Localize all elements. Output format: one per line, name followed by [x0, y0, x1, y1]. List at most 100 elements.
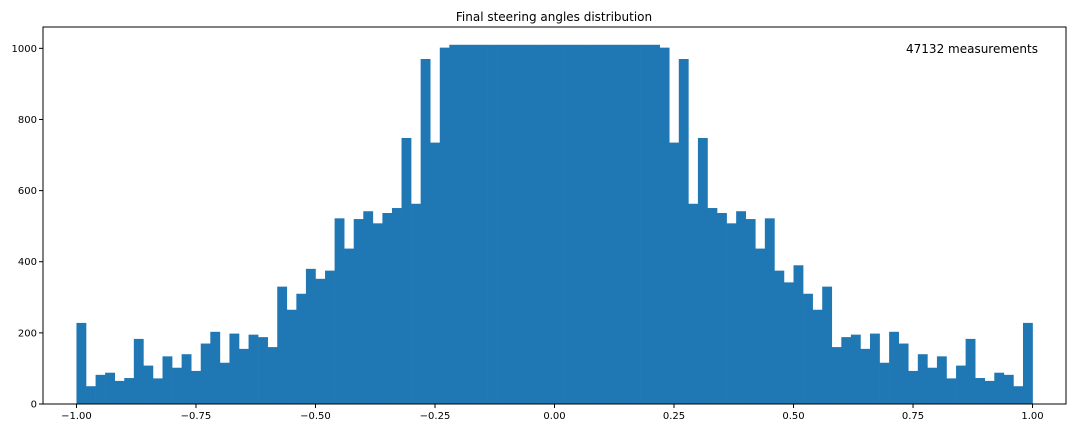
histogram-bar [984, 380, 995, 404]
histogram-bar [841, 337, 852, 404]
histogram-bar [487, 44, 498, 404]
histogram-bar [439, 47, 450, 405]
histogram-bar [468, 44, 479, 404]
histogram-bar [162, 356, 173, 404]
histogram-bar [334, 218, 345, 404]
histogram-bar [592, 44, 603, 404]
histogram-bar [449, 44, 460, 404]
x-tick-label: −0.25 [420, 411, 451, 422]
histogram-bar [191, 370, 202, 404]
histogram-bar [697, 137, 708, 404]
x-tick-label: 0.75 [902, 411, 924, 422]
histogram-bar [296, 293, 307, 404]
histogram-bar [544, 44, 555, 404]
histogram-bar [353, 219, 364, 404]
histogram-bar [430, 142, 441, 404]
histogram-bar [889, 331, 899, 404]
histogram-bar [870, 333, 880, 404]
histogram-bar [669, 142, 680, 404]
histogram-bar [411, 203, 421, 404]
histogram-bar [124, 378, 135, 404]
x-tick-label: 0.25 [663, 411, 685, 422]
histogram-bar [659, 47, 670, 405]
histogram-bar [745, 219, 756, 404]
histogram-bar [755, 248, 766, 404]
histogram-bar [994, 372, 1005, 404]
histogram-bar [774, 270, 785, 404]
histogram-bar [736, 211, 747, 404]
histogram-bar [611, 44, 622, 404]
histogram-bar [803, 293, 813, 404]
histogram-bar [200, 343, 211, 404]
histogram-bar [956, 365, 966, 404]
x-tick-label: 0.00 [543, 411, 565, 422]
histogram-bar [525, 44, 536, 404]
histogram-bar [114, 380, 125, 404]
histogram-bar [946, 378, 957, 404]
histogram-bar [210, 331, 221, 404]
histogram-bar [382, 213, 393, 404]
y-tick-label: 1000 [12, 44, 37, 55]
y-tick-label: 800 [18, 115, 37, 126]
histogram-bar [898, 343, 909, 404]
histogram-bar [506, 44, 517, 404]
histogram-bar [258, 337, 268, 404]
histogram-bar [936, 356, 947, 404]
histogram-bar [879, 362, 890, 404]
histogram-bar [152, 378, 163, 404]
histogram-bar [267, 347, 278, 404]
y-tick-label: 200 [18, 328, 37, 339]
histogram-bar [516, 44, 527, 404]
histogram-bar [478, 44, 488, 404]
histogram-bar [344, 248, 355, 404]
histogram-bar [305, 268, 316, 404]
histogram-bar [1003, 374, 1014, 404]
histogram-bar [793, 265, 804, 404]
histogram-bar [621, 44, 632, 404]
histogram-bar [783, 282, 794, 404]
histogram-bar [1022, 322, 1033, 404]
histogram-bar [535, 44, 546, 404]
histogram-bar [372, 223, 383, 404]
measurement-count-annotation: 47132 measurements [906, 42, 1038, 56]
histogram-bar [650, 44, 660, 404]
histogram-bar [95, 374, 106, 404]
histogram-bar [812, 309, 823, 404]
histogram-bar [105, 372, 116, 404]
histogram-bar [707, 208, 718, 404]
histogram-bar [831, 347, 842, 404]
x-tick-label: 1.00 [1021, 411, 1043, 422]
histogram-bar [908, 370, 919, 404]
histogram-bar [850, 334, 861, 404]
histogram-bar [564, 44, 574, 404]
histogram-bar [76, 322, 87, 404]
y-axis: 0 200 400 600 800 1000 [12, 44, 43, 411]
histogram-bar [726, 223, 737, 404]
y-tick-label: 0 [31, 400, 37, 411]
histogram-bar [630, 44, 641, 404]
histogram-bar [458, 44, 469, 404]
histogram-bar [764, 218, 775, 404]
histogram-bar [688, 203, 699, 404]
histogram-bar [181, 354, 192, 404]
histogram-bar [391, 208, 402, 404]
histogram-bar [363, 211, 374, 404]
histogram-bar [602, 44, 613, 404]
histogram-bar [717, 213, 727, 404]
histogram-bar [497, 44, 507, 404]
histogram-bar [86, 386, 96, 404]
histogram-bar [172, 367, 182, 404]
x-tick-label: −0.50 [300, 411, 331, 422]
histogram-bar [133, 338, 144, 404]
histogram-bar [554, 44, 565, 404]
histogram-bar [822, 286, 833, 404]
x-tick-label: 0.50 [782, 411, 804, 422]
histogram-bar [927, 367, 938, 404]
histogram-bar [640, 44, 651, 404]
bars-group [76, 44, 1033, 405]
histogram-bar [678, 59, 689, 405]
histogram-bar [286, 309, 297, 404]
histogram-bar [573, 44, 584, 404]
y-tick-label: 600 [18, 186, 37, 197]
